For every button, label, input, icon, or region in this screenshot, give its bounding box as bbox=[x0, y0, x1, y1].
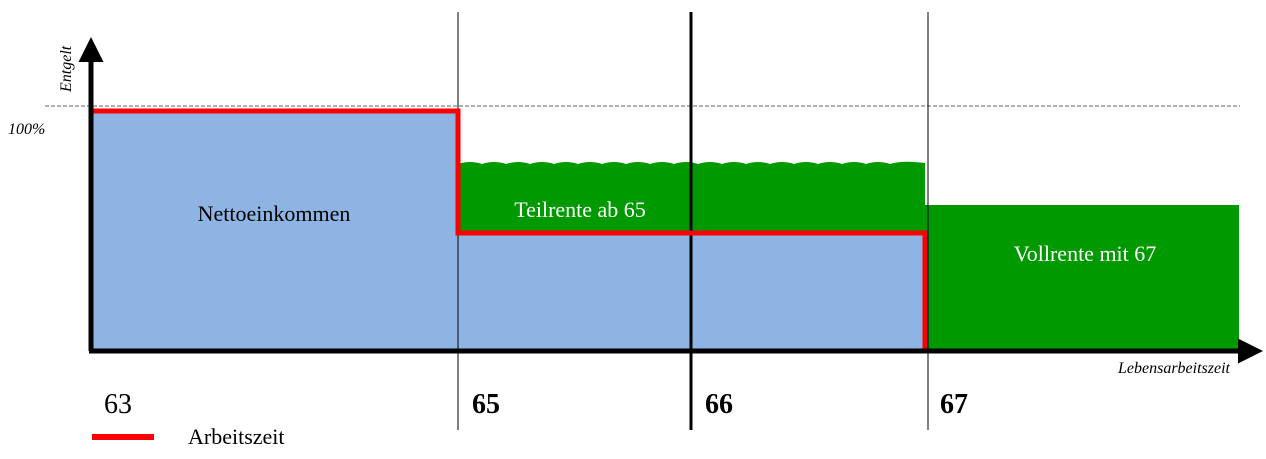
y-axis-label: Entgelt bbox=[58, 45, 75, 93]
full-pension-area bbox=[925, 205, 1239, 351]
level-100-label: 100% bbox=[8, 121, 45, 138]
net-income-area-63-65 bbox=[91, 111, 458, 351]
tick-67: 67 bbox=[940, 389, 968, 420]
x-axis-label: Lebensarbeitszeit bbox=[1117, 360, 1231, 377]
full-pension-label: Vollrente mit 67 bbox=[1014, 241, 1157, 266]
working-time-legend-label: Arbeitszeit bbox=[188, 424, 285, 449]
tick-66: 66 bbox=[705, 389, 733, 420]
net-income-label: Nettoeinkommen bbox=[198, 201, 351, 226]
partial-pension-label: Teilrente ab 65 bbox=[514, 197, 646, 222]
legend: Arbeitszeit bbox=[92, 424, 285, 450]
tick-65: 65 bbox=[472, 389, 500, 420]
tick-63: 63 bbox=[104, 389, 132, 420]
working-time-line bbox=[91, 108, 928, 351]
working-time-legend-swatch bbox=[92, 434, 154, 440]
